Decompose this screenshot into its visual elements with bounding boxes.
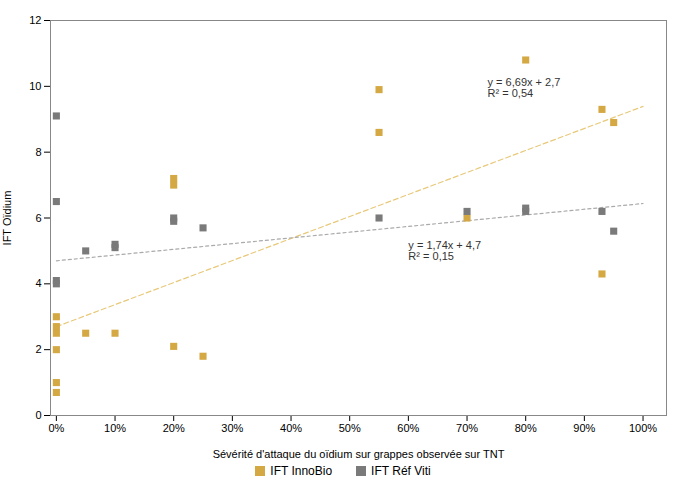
svg-text:0: 0 — [35, 409, 41, 421]
svg-text:Sévérité d'attaque du oïdium s: Sévérité d'attaque du oïdium sur grappes… — [213, 448, 505, 460]
svg-text:60%: 60% — [397, 422, 419, 434]
svg-text:2: 2 — [35, 343, 41, 355]
svg-text:y = 1,74x + 4,7R² = 0,15: y = 1,74x + 4,7R² = 0,15 — [408, 239, 481, 262]
svg-text:10: 10 — [29, 80, 41, 92]
svg-text:100%: 100% — [629, 422, 657, 434]
svg-text:80%: 80% — [515, 422, 537, 434]
svg-text:70%: 70% — [456, 422, 478, 434]
svg-text:4: 4 — [35, 277, 41, 289]
svg-text:y = 6,69x + 2,7R² = 0,54: y = 6,69x + 2,7R² = 0,54 — [488, 76, 561, 99]
svg-text:50%: 50% — [339, 422, 361, 434]
svg-text:10%: 10% — [104, 422, 126, 434]
svg-text:90%: 90% — [573, 422, 595, 434]
svg-text:12: 12 — [29, 14, 41, 26]
svg-text:40%: 40% — [280, 422, 302, 434]
svg-text:30%: 30% — [221, 422, 243, 434]
html-text:IFT InnoBio: IFT InnoBio — [270, 464, 333, 478]
svg-text:0%: 0% — [48, 422, 64, 434]
svg-text:IFT Oïdium: IFT Oïdium — [1, 191, 13, 246]
svg-text:6: 6 — [35, 212, 41, 224]
svg-text:20%: 20% — [163, 422, 185, 434]
svg-text:8: 8 — [35, 146, 41, 158]
html-text:IFT Réf Viti: IFT Réf Viti — [371, 464, 431, 478]
